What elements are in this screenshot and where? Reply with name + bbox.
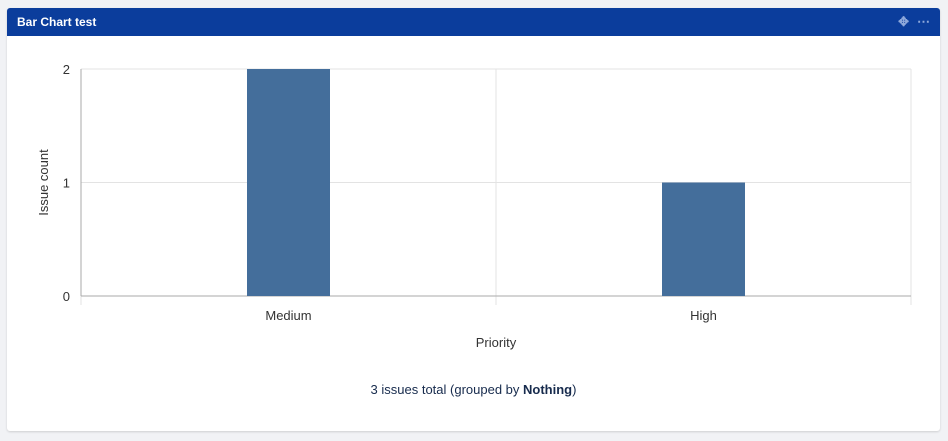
panel-title: Bar Chart test [17, 15, 97, 29]
y-tick-label: 1 [63, 176, 70, 191]
bar-high [662, 182, 745, 296]
summary: 3 issues total (grouped by Nothing) [7, 382, 940, 397]
more-horizontal-icon[interactable]: ⋯ [917, 14, 930, 29]
summary-group: Nothing [523, 382, 573, 397]
move-arrows-icon[interactable]: ✥ [898, 14, 909, 29]
y-tick-label: 2 [63, 62, 70, 77]
summary-suffix: ) [572, 382, 577, 397]
y-axis-title: Issue count [36, 149, 51, 216]
x-tick-label: High [690, 308, 717, 323]
x-tick-label: Medium [265, 308, 311, 323]
x-axis-title: Priority [476, 335, 517, 350]
panel-header: Bar Chart test ✥ ⋯ [7, 8, 940, 36]
summary-text: 3 issues total (grouped by [370, 382, 524, 397]
chart-panel: Bar Chart test ✥ ⋯ 3 issues total (group… [7, 8, 940, 431]
bar-medium [247, 69, 330, 296]
y-tick-label: 0 [63, 289, 70, 304]
